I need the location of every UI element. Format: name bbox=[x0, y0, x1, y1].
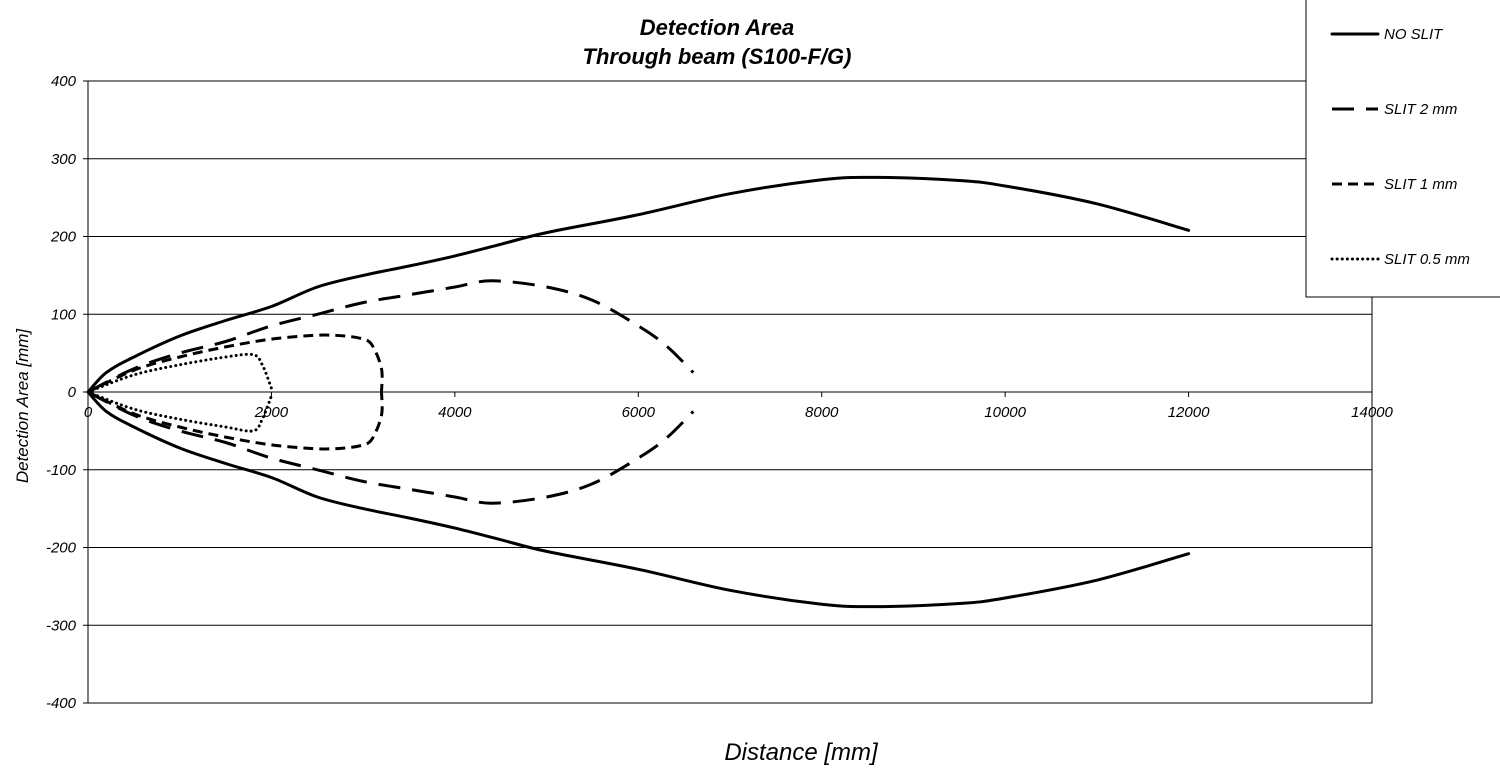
y-tick-label: 0 bbox=[68, 384, 77, 401]
y-tick-label: -200 bbox=[46, 540, 77, 557]
y-tick-label: 100 bbox=[51, 306, 77, 323]
x-tick-label: 2000 bbox=[254, 404, 289, 421]
chart-subtitle: Through beam (S100-F/G) bbox=[583, 44, 852, 69]
legend: NO SLIT SLIT 2 mm SLIT 1 mm SLIT 0.5 mm bbox=[1305, 0, 1500, 298]
series-line-slit-1-mm-upper bbox=[87, 333, 384, 394]
x-tick-label: 0 bbox=[84, 404, 93, 421]
series-line-no-slit-upper bbox=[86, 175, 1191, 394]
legend-box bbox=[1305, 0, 1500, 298]
y-tick-label: 300 bbox=[51, 151, 77, 168]
x-tick-label: 8000 bbox=[805, 404, 839, 421]
y-tick-label: -100 bbox=[46, 462, 77, 479]
y-tick-label: 400 bbox=[51, 73, 77, 90]
y-tick-label: 200 bbox=[50, 229, 77, 246]
x-tick-label: 12000 bbox=[1168, 404, 1210, 421]
series-line-slit-0-5-mm-upper bbox=[86, 352, 273, 394]
x-tick-label: 6000 bbox=[622, 404, 656, 421]
x-tick-label: 4000 bbox=[438, 404, 472, 421]
x-tick-label: 10000 bbox=[984, 404, 1026, 421]
x-axis-label: Distance [mm] bbox=[724, 739, 879, 766]
chart-title: Detection Area bbox=[640, 15, 794, 40]
y-tick-labels: 400 300 200 100 0 -100 -200 -300 -400 bbox=[46, 73, 88, 712]
legend-label-no-slit: NO SLIT bbox=[1384, 26, 1444, 43]
y-tick-label: -300 bbox=[46, 617, 77, 634]
series-line-slit-2-mm-lower bbox=[87, 390, 695, 505]
y-axis-label: Detection Area [mm] bbox=[13, 328, 32, 484]
series-layer bbox=[86, 175, 1191, 609]
y-tick-label: -400 bbox=[46, 695, 77, 712]
x-tick-labels: 0 2000 4000 6000 8000 10000 12000 14000 bbox=[84, 392, 1394, 421]
legend-label-slit-2-mm: SLIT 2 mm bbox=[1384, 101, 1457, 118]
x-tick-label: 14000 bbox=[1351, 404, 1393, 421]
series-line-slit-1-mm-lower bbox=[87, 390, 384, 451]
legend-label-slit-0-5-mm: SLIT 0.5 mm bbox=[1384, 251, 1470, 268]
series-line-slit-0-5-mm-lower bbox=[86, 390, 273, 433]
legend-label-slit-1-mm: SLIT 1 mm bbox=[1384, 176, 1457, 193]
series-line-no-slit-lower bbox=[86, 390, 1191, 609]
series-line-slit-2-mm-upper bbox=[87, 279, 695, 394]
